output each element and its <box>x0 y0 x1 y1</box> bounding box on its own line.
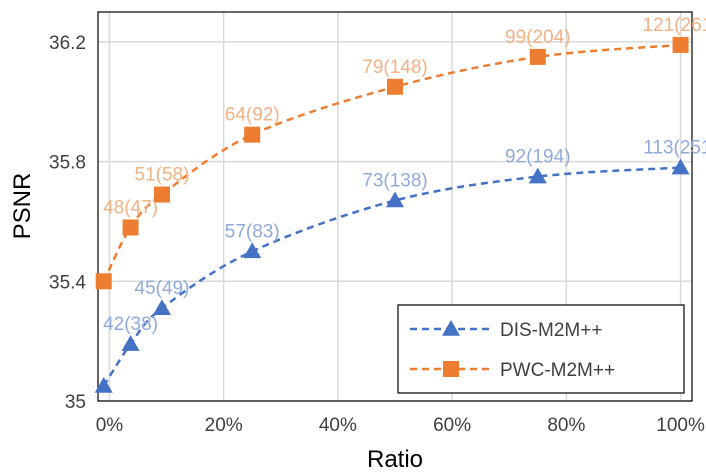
data-point-dis-m2m <box>671 158 690 175</box>
legend-marker-dis-m2m <box>442 320 460 336</box>
data-point-dis-m2m <box>386 191 404 208</box>
plot-area-border <box>97 11 693 402</box>
data-label-dis-m2m: 92(194) <box>505 147 571 168</box>
y-tick-label: 35.8 <box>49 153 86 174</box>
data-point-pwc-m2m <box>529 48 546 65</box>
x-tick-label: 20% <box>205 415 243 436</box>
data-label-pwc-m2m: 79(148) <box>362 57 428 78</box>
data-point-pwc-m2m <box>672 36 689 53</box>
y-axis-title: PSNR <box>9 173 36 240</box>
data-point-dis-m2m <box>243 242 262 259</box>
y-tick-label: 35.4 <box>49 272 86 293</box>
data-point-dis-m2m <box>94 377 113 393</box>
data-point-pwc-m2m <box>244 126 261 143</box>
data-label-pwc-m2m: 121(261) <box>643 15 706 36</box>
data-label-pwc-m2m: 64(92) <box>225 105 280 126</box>
data-label-dis-m2m: 113(251) <box>643 138 706 159</box>
legend-box <box>397 304 685 394</box>
data-label-pwc-m2m: 99(204) <box>505 27 571 48</box>
data-labels: 42(38) 45(49) 57(83) 73(138) 92(194) 113(251)… <box>103 15 706 335</box>
x-tick-label: 40% <box>319 415 357 436</box>
x-tick-label: 60% <box>433 415 471 436</box>
data-label-dis-m2m: 73(138) <box>362 171 428 192</box>
legend-label-dis-m2m: DIS-M2M++ <box>500 320 602 341</box>
y-tick-label: 36.2 <box>49 33 86 54</box>
data-point-pwc-m2m <box>387 78 403 95</box>
data-point-dis-m2m <box>528 167 547 184</box>
x-tick-label: 0% <box>96 415 124 436</box>
data-label-dis-m2m: 45(49) <box>135 278 190 299</box>
series-group <box>94 36 690 393</box>
x-tick-label: 80% <box>547 415 585 436</box>
data-point-dis-m2m <box>121 335 140 351</box>
x-tick-label: 100% <box>656 415 705 436</box>
data-label-pwc-m2m: 48(47) <box>103 197 158 218</box>
legend-label-pwc-m2m: PWC-M2M++ <box>500 360 615 381</box>
series-line-dis-m2m <box>102 166 681 387</box>
data-point-dis-m2m <box>152 299 171 315</box>
y-tick-label: 35 <box>65 392 86 413</box>
data-label-dis-m2m: 42(38) <box>103 314 158 335</box>
data-point-pwc-m2m <box>153 186 170 203</box>
legend-marker-pwc-m2m <box>443 361 459 377</box>
data-label-pwc-m2m: 51(58) <box>135 165 190 186</box>
data-label-dis-m2m: 57(83) <box>225 221 280 242</box>
x-axis-title: Ratio <box>367 446 423 473</box>
data-point-pwc-m2m <box>95 273 112 290</box>
axis-ticks: 0% 20% 40% 60% 80% 100% 35 35.4 35.8 36.2 <box>49 33 705 436</box>
legend: DIS-M2M++ PWC-M2M++ <box>397 304 685 394</box>
data-point-pwc-m2m <box>122 219 139 236</box>
